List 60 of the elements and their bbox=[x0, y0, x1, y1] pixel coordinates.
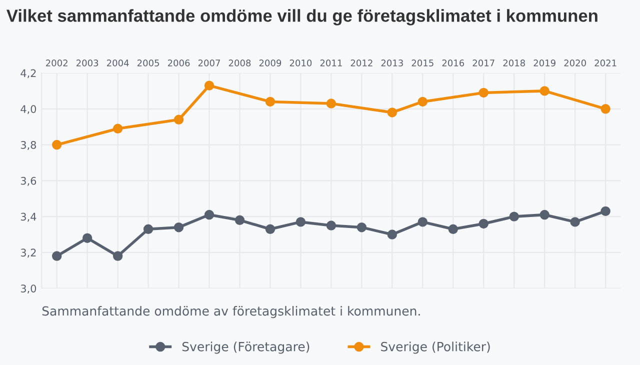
y-tick-label: 3,6 bbox=[20, 176, 36, 186]
x-tick-label: 2002 bbox=[46, 60, 68, 66]
point bbox=[570, 217, 580, 227]
point bbox=[112, 251, 123, 261]
y-tick-label: 4,2 bbox=[20, 69, 36, 78]
point bbox=[387, 230, 398, 240]
x-tick-label: 2020 bbox=[564, 60, 586, 66]
x-tick-label: 2008 bbox=[228, 60, 251, 66]
point bbox=[52, 140, 62, 150]
x-tick-label: 2010 bbox=[290, 60, 312, 66]
point bbox=[174, 114, 184, 125]
x-tick-label: 2013 bbox=[381, 60, 403, 66]
x-tick-label: 2012 bbox=[350, 60, 372, 66]
x-tick-label: 2011 bbox=[320, 60, 342, 66]
point bbox=[296, 217, 306, 227]
point bbox=[174, 222, 184, 232]
x-tick-label: 2009 bbox=[259, 60, 282, 66]
y-tick-label: 4,0 bbox=[20, 105, 36, 114]
point bbox=[478, 88, 488, 98]
point bbox=[234, 215, 245, 226]
point bbox=[265, 224, 276, 234]
x-tick-label: 2017 bbox=[472, 60, 494, 66]
y-tick-label: 3,4 bbox=[20, 212, 36, 222]
y-tick-label: 3,8 bbox=[20, 141, 36, 150]
text: Sammanfattande omdöme av företagsklimatet i kommunen. bbox=[42, 306, 420, 318]
point bbox=[540, 210, 550, 220]
x-tick-label: 2003 bbox=[76, 60, 98, 66]
point bbox=[600, 206, 610, 216]
x-tick-label: 2015 bbox=[412, 60, 434, 66]
x-tick-label: 2006 bbox=[168, 60, 190, 66]
x-tick-label: 2005 bbox=[137, 60, 159, 66]
x-tick-label: 2018 bbox=[503, 60, 525, 66]
point bbox=[112, 124, 123, 134]
legend-label: Sverige (Företagare) bbox=[182, 342, 310, 354]
y-tick-label: 3,0 bbox=[20, 284, 36, 294]
point bbox=[600, 104, 610, 114]
point bbox=[204, 80, 214, 90]
point bbox=[326, 98, 336, 108]
point bbox=[478, 218, 488, 229]
chart-title: Vilket sammanfattande omdöme vill du ge företagsklimatet i kommunen bbox=[6, 9, 598, 26]
point bbox=[82, 233, 92, 243]
point bbox=[540, 86, 550, 96]
x-tick-label: 2021 bbox=[594, 60, 616, 66]
point bbox=[326, 220, 336, 230]
x-tick-label: 2016 bbox=[442, 60, 464, 66]
x-tick-label: 2019 bbox=[534, 60, 556, 66]
point bbox=[418, 217, 428, 227]
point bbox=[52, 251, 62, 261]
point bbox=[418, 96, 428, 107]
point bbox=[387, 108, 398, 118]
point bbox=[448, 224, 458, 234]
legend-label: Sverige (Politiker) bbox=[381, 342, 490, 354]
point bbox=[509, 212, 519, 222]
point bbox=[356, 222, 367, 232]
x-tick-label: 2004 bbox=[106, 60, 129, 66]
y-tick-label: 3,2 bbox=[20, 248, 36, 258]
point bbox=[265, 96, 276, 107]
point bbox=[204, 210, 214, 220]
x-tick-label: 2007 bbox=[198, 60, 220, 66]
point bbox=[143, 224, 154, 234]
